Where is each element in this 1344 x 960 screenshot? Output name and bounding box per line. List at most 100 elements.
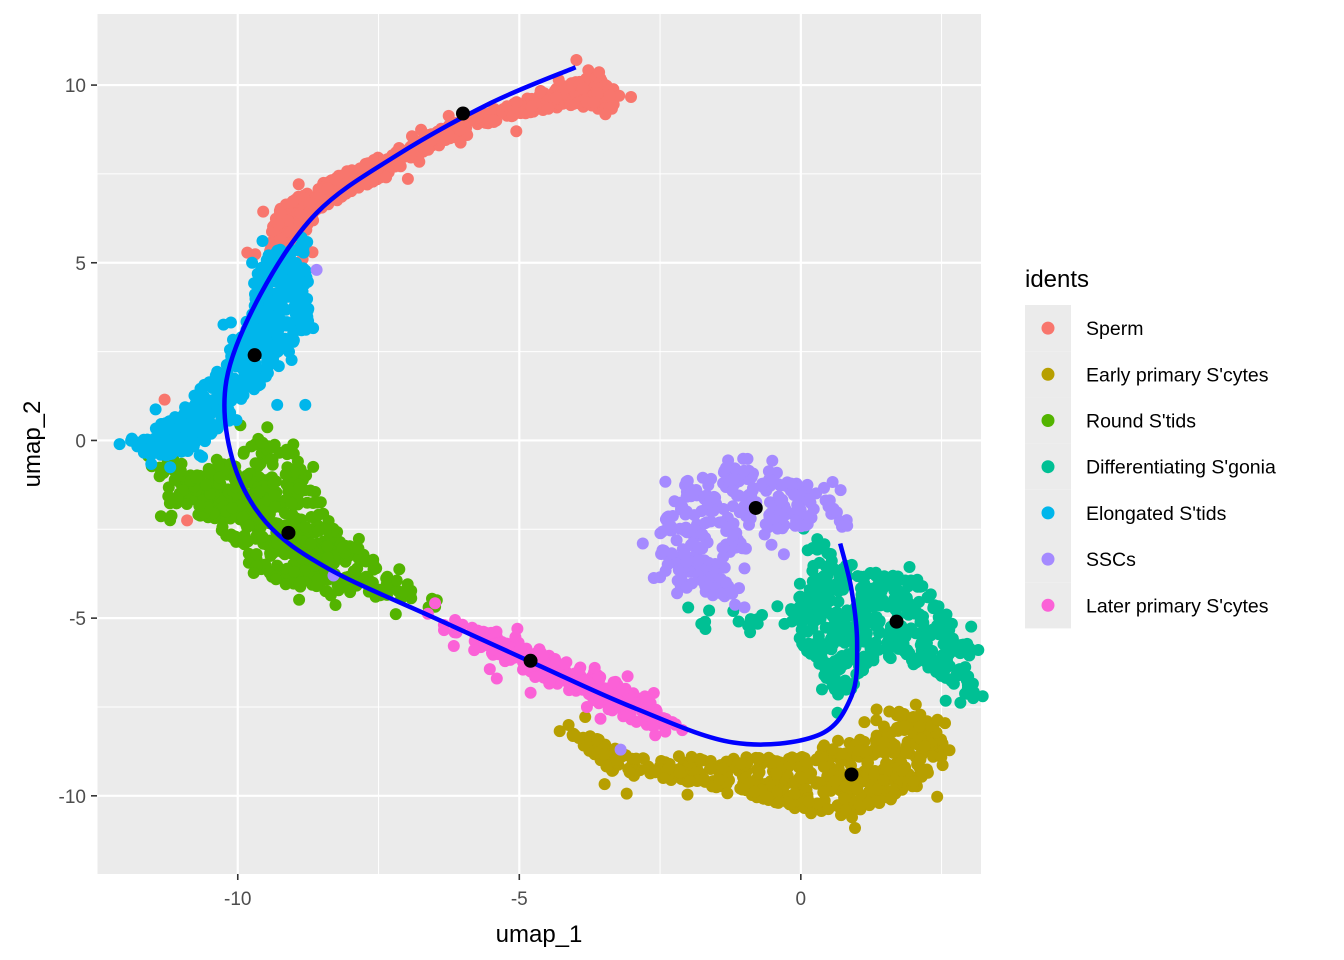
data-point	[390, 574, 403, 587]
data-point	[149, 403, 162, 416]
data-point	[587, 96, 600, 109]
data-point	[321, 182, 334, 195]
data-point	[788, 787, 801, 800]
data-point	[321, 551, 334, 564]
data-point	[304, 484, 317, 497]
data-point	[839, 804, 852, 816]
data-point	[175, 420, 188, 433]
data-point	[269, 324, 282, 337]
data-point	[801, 544, 814, 557]
data-point	[884, 652, 897, 665]
data-point	[344, 583, 357, 596]
data-point	[791, 503, 804, 516]
data-point	[310, 580, 323, 593]
data-point	[843, 633, 856, 646]
data-point	[913, 720, 926, 733]
data-point	[509, 631, 522, 644]
data-point	[866, 597, 879, 610]
data-point	[247, 567, 260, 579]
data-point	[807, 503, 820, 516]
data-point	[591, 733, 604, 745]
data-point	[943, 744, 956, 757]
data-point	[285, 354, 298, 366]
data-point	[693, 752, 706, 765]
data-point	[834, 634, 847, 647]
data-point	[272, 290, 285, 303]
data-point	[896, 764, 909, 777]
legend-label: Differentiating S'gonia	[1086, 457, 1276, 479]
y-tick-label: 10	[65, 76, 86, 97]
data-point	[307, 460, 320, 473]
data-point	[294, 207, 307, 220]
data-point	[908, 575, 921, 588]
legend-key-dot	[1041, 598, 1055, 612]
data-point	[301, 275, 314, 288]
legend-key-dot	[1041, 506, 1055, 520]
data-point	[976, 690, 989, 703]
data-point	[241, 374, 254, 387]
data-point	[777, 548, 790, 561]
data-point	[293, 593, 306, 606]
data-point	[678, 524, 691, 537]
data-point	[735, 757, 748, 770]
data-point	[870, 783, 883, 796]
data-point	[235, 382, 248, 395]
data-point	[771, 786, 783, 799]
data-point	[717, 503, 730, 515]
data-point	[659, 564, 672, 577]
legend-title: idents	[1025, 266, 1089, 293]
data-point	[559, 657, 571, 670]
data-point	[909, 627, 922, 640]
data-point	[237, 447, 250, 460]
data-point	[620, 787, 633, 800]
data-point	[272, 218, 285, 231]
data-point	[242, 535, 254, 548]
data-point	[564, 99, 577, 112]
data-point	[490, 625, 503, 638]
data-point	[602, 703, 615, 716]
data-point	[550, 91, 563, 104]
data-point	[788, 489, 800, 501]
data-point	[732, 615, 745, 628]
data-point	[623, 766, 636, 779]
data-point	[739, 542, 752, 555]
data-point	[525, 100, 538, 113]
data-point	[704, 762, 717, 775]
data-point	[662, 521, 675, 533]
data-point	[291, 455, 304, 468]
data-point	[922, 661, 935, 674]
data-point	[659, 475, 672, 488]
data-point	[613, 89, 626, 102]
data-point	[834, 660, 847, 673]
data-point	[291, 308, 304, 321]
data-point	[873, 616, 886, 629]
data-point	[887, 581, 900, 594]
data-point	[442, 109, 455, 122]
data-point	[524, 686, 537, 699]
data-point	[600, 760, 613, 773]
data-point	[579, 711, 592, 723]
data-point	[921, 591, 934, 604]
data-point	[926, 644, 939, 657]
data-point	[199, 400, 212, 413]
data-point	[706, 589, 719, 602]
data-point	[727, 472, 740, 485]
legend-key-dot	[1041, 552, 1055, 566]
data-point	[837, 575, 850, 588]
data-point	[580, 701, 593, 713]
data-point	[893, 705, 906, 718]
data-point	[813, 657, 826, 670]
data-point	[805, 807, 818, 820]
data-point	[860, 627, 873, 640]
data-point	[268, 489, 281, 502]
data-point	[240, 469, 253, 482]
data-point	[268, 310, 281, 323]
data-point	[692, 541, 705, 554]
data-point	[864, 642, 877, 655]
data-point	[243, 519, 255, 532]
data-point	[826, 621, 839, 634]
data-point	[593, 66, 606, 79]
data-point	[281, 338, 293, 351]
data-point	[366, 576, 379, 589]
data-point	[305, 197, 318, 210]
